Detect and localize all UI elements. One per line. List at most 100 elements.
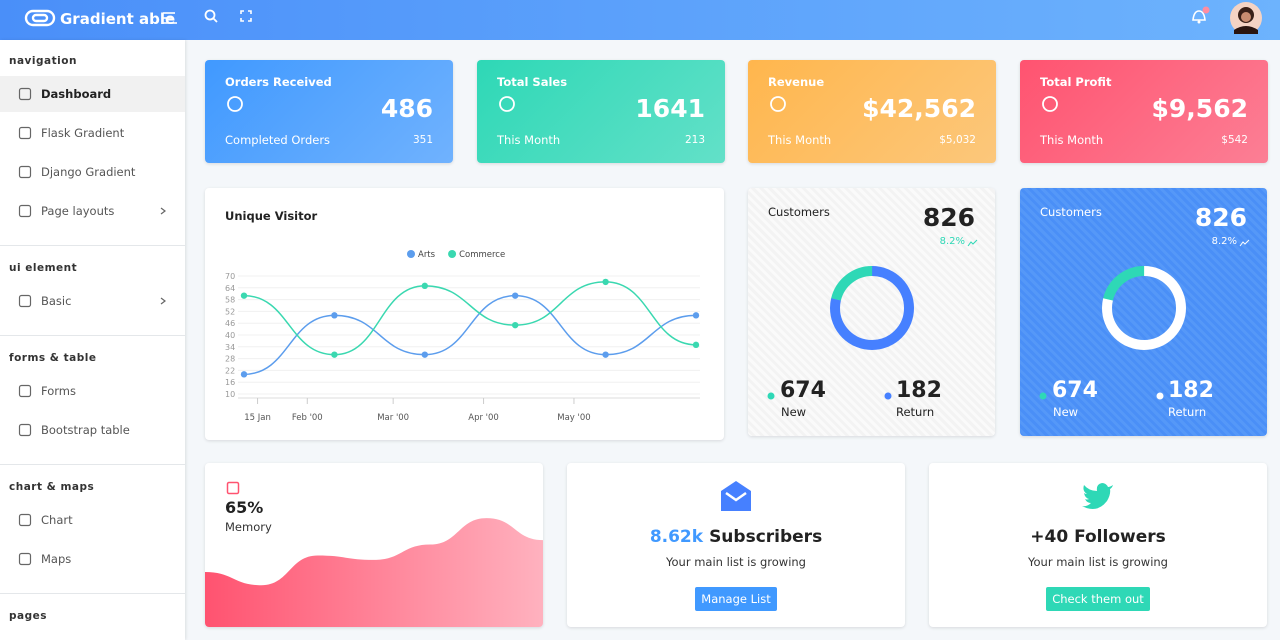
icon-shape bbox=[18, 294, 32, 308]
nav-icon bbox=[18, 204, 32, 218]
series-point bbox=[331, 351, 338, 358]
nav-item[interactable]: Flask Gradient bbox=[0, 115, 185, 151]
followers-card: +40 Followers Your main list is growing Ch… bbox=[929, 463, 1267, 627]
nav-item[interactable]: Django Gradient bbox=[0, 154, 185, 190]
icon-shape bbox=[1082, 483, 1113, 510]
nav-label[interactable]: Basic bbox=[41, 294, 72, 308]
sidebar: navigation Dashboard Flask Gradient Django … bbox=[0, 40, 185, 640]
nav-label[interactable]: Maps bbox=[41, 552, 72, 566]
stat-sub: This Month bbox=[768, 133, 832, 147]
return-count: 182 bbox=[896, 378, 942, 403]
stat-title: Total Profit bbox=[1040, 75, 1112, 89]
check-them-out-button[interactable]: Check them out bbox=[1046, 587, 1150, 611]
chevron-shape bbox=[160, 297, 166, 305]
legend-label: Arts bbox=[418, 250, 436, 260]
y-tick-label: 16 bbox=[225, 378, 235, 387]
divider bbox=[0, 593, 185, 594]
nav-item[interactable]: Chart bbox=[0, 502, 185, 538]
avatar[interactable] bbox=[1230, 2, 1262, 34]
icon-shape bbox=[18, 204, 32, 218]
trend-arrow bbox=[967, 239, 978, 247]
stat-sub-value: 351 bbox=[412, 134, 433, 146]
top-bar: Gradient able bbox=[0, 0, 1280, 40]
stat-value: $9,562 bbox=[1151, 94, 1248, 123]
icon-shape bbox=[1042, 96, 1058, 112]
nav-item[interactable]: Page layouts bbox=[0, 193, 185, 229]
icon-shape bbox=[18, 384, 32, 398]
y-tick-label: 40 bbox=[225, 331, 235, 340]
memory-value: 65% bbox=[225, 498, 264, 517]
stat-value: 486 bbox=[380, 94, 433, 123]
nav-item[interactable]: Dashboard bbox=[0, 76, 185, 112]
customers-title: Customers bbox=[1040, 205, 1102, 219]
stat-icon bbox=[770, 96, 786, 112]
return-label: Return bbox=[1168, 405, 1207, 419]
return-dot bbox=[1156, 392, 1164, 400]
divider bbox=[0, 335, 185, 336]
subscribers-count: 8.62k bbox=[649, 527, 704, 547]
icon-shape bbox=[18, 87, 32, 101]
nav-label[interactable]: Bootstrap table bbox=[41, 423, 130, 437]
series-point bbox=[331, 312, 338, 319]
nav-label[interactable]: Page layouts bbox=[41, 204, 115, 218]
series-line bbox=[243, 294, 697, 376]
nav-label[interactable]: Chart bbox=[41, 513, 73, 527]
nav-item[interactable]: Bootstrap table bbox=[0, 412, 185, 448]
memory-label: Memory bbox=[225, 520, 272, 534]
subscribers-card: 8.62k Subscribers Your main list is growin… bbox=[567, 463, 905, 627]
nav-label[interactable]: Forms bbox=[41, 384, 76, 398]
nav-icon bbox=[18, 126, 32, 140]
y-tick-label: 46 bbox=[225, 319, 235, 328]
mail-icon bbox=[721, 481, 751, 511]
x-tick-label: Feb '00 bbox=[292, 413, 323, 423]
fullscreen-icon[interactable] bbox=[240, 10, 252, 22]
icon-shape bbox=[770, 96, 786, 112]
x-tick-label: Apr '00 bbox=[468, 413, 499, 423]
logo bbox=[24, 9, 56, 27]
nav-icon bbox=[18, 165, 32, 179]
customers-card: Customers 826 8.2% 674 New 182 Return bbox=[1020, 188, 1267, 436]
new-count: 674 bbox=[1052, 378, 1098, 403]
section-title: chart & maps bbox=[9, 481, 95, 493]
nav-label[interactable]: Flask Gradient bbox=[41, 126, 125, 140]
y-tick-label: 70 bbox=[225, 272, 235, 281]
nav-item[interactable]: Forms bbox=[0, 373, 185, 409]
icon-shape bbox=[499, 96, 515, 112]
legend-swatch bbox=[448, 250, 457, 258]
series-point bbox=[421, 351, 428, 358]
stat-card: Revenue $42,562 This Month $5,032 bbox=[748, 60, 996, 163]
nav-icon bbox=[18, 513, 32, 527]
stat-icon bbox=[227, 96, 243, 112]
memory-icon bbox=[226, 481, 240, 495]
nav-item[interactable]: Maps bbox=[0, 541, 185, 577]
nav-item[interactable]: Authentication bbox=[0, 631, 185, 640]
nav-label[interactable]: Django Gradient bbox=[41, 165, 136, 179]
notification-bell[interactable] bbox=[1192, 6, 1210, 24]
customers-change: 8.2% bbox=[939, 236, 965, 247]
nav-label[interactable]: Dashboard bbox=[41, 87, 112, 101]
customers-title: Customers bbox=[768, 205, 830, 219]
customers-card: Customers 826 8.2% 674 New 182 Return bbox=[748, 188, 995, 436]
stat-value: 1641 bbox=[635, 94, 705, 123]
series-point bbox=[512, 321, 519, 329]
followers-title: +40 Followers bbox=[1030, 527, 1166, 547]
legend-swatch bbox=[407, 250, 415, 258]
series-point bbox=[692, 312, 700, 319]
donut-return bbox=[1102, 266, 1186, 350]
y-tick-label: 58 bbox=[225, 296, 235, 305]
section-title: pages bbox=[9, 610, 47, 622]
section-title: navigation bbox=[9, 55, 77, 67]
series-point bbox=[240, 371, 248, 378]
search-icon[interactable] bbox=[204, 9, 218, 23]
section-title: ui element bbox=[9, 262, 78, 274]
series-point bbox=[512, 292, 519, 299]
y-tick-label: 64 bbox=[225, 284, 235, 293]
nav-item[interactable]: Basic bbox=[0, 283, 185, 319]
manage-list-button[interactable]: Manage List bbox=[695, 587, 777, 611]
stat-icon bbox=[499, 96, 515, 112]
menu-toggle[interactable] bbox=[163, 12, 177, 24]
nav-icon bbox=[18, 552, 32, 566]
area-chart bbox=[205, 518, 543, 627]
stat-sub: This Month bbox=[1040, 133, 1104, 147]
